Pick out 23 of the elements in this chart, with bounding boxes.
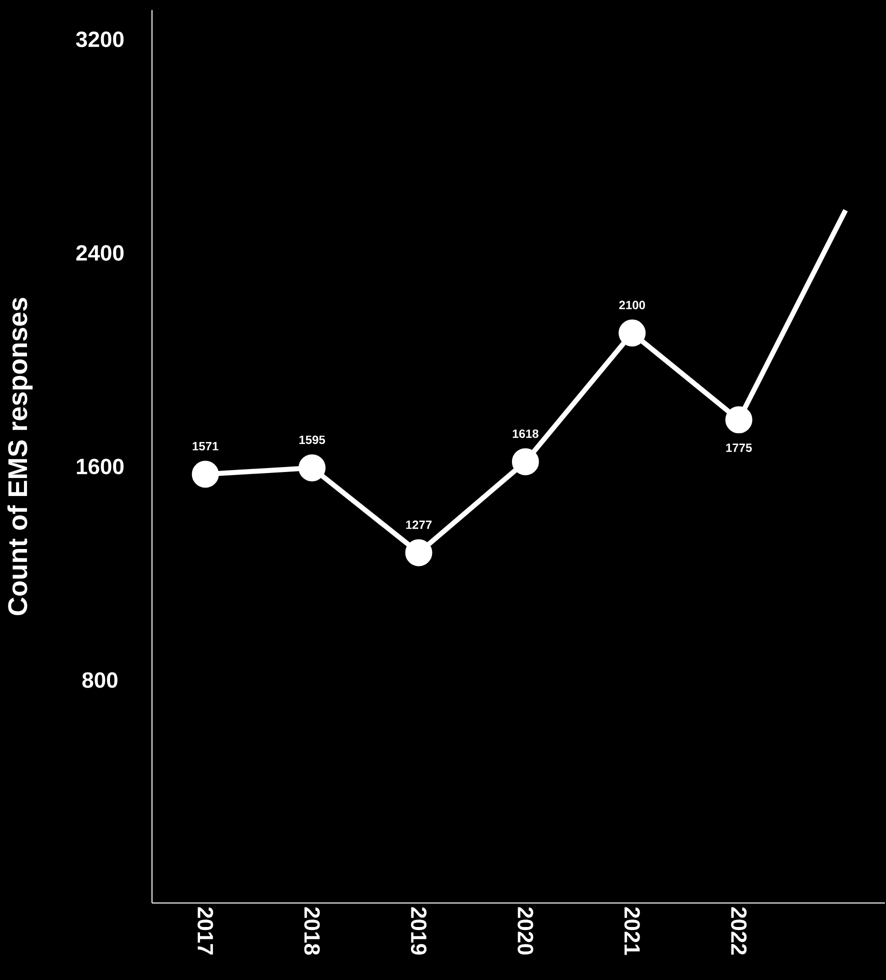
y-axis-title: Count of EMS responses — [7, 298, 33, 616]
y-tick-label: 800 — [82, 672, 118, 688]
point — [512, 448, 539, 476]
x-tick-label: 2021 — [624, 907, 640, 955]
x-tick-label: 2022 — [731, 907, 747, 955]
y-tick-label: 3200 — [76, 32, 124, 48]
x-tick-label: 2018 — [304, 907, 320, 955]
point — [725, 406, 752, 434]
data-label: 1571 — [192, 442, 218, 450]
y-tick-label: 2400 — [76, 245, 124, 261]
y-tick-label: 1600 — [76, 458, 124, 474]
point — [298, 454, 326, 482]
x-tick-label: 2017 — [198, 907, 214, 954]
x-tick-label: 2020 — [518, 907, 534, 955]
data-label: 1618 — [512, 429, 538, 438]
data-label: 1277 — [406, 520, 432, 529]
x-tick-label: 2019 — [410, 907, 427, 955]
data-label: 2100 — [619, 300, 645, 310]
data-label: 1595 — [299, 436, 326, 444]
point — [192, 460, 219, 488]
data-label: 1775 — [726, 444, 752, 452]
point — [618, 320, 646, 347]
point — [405, 539, 432, 566]
